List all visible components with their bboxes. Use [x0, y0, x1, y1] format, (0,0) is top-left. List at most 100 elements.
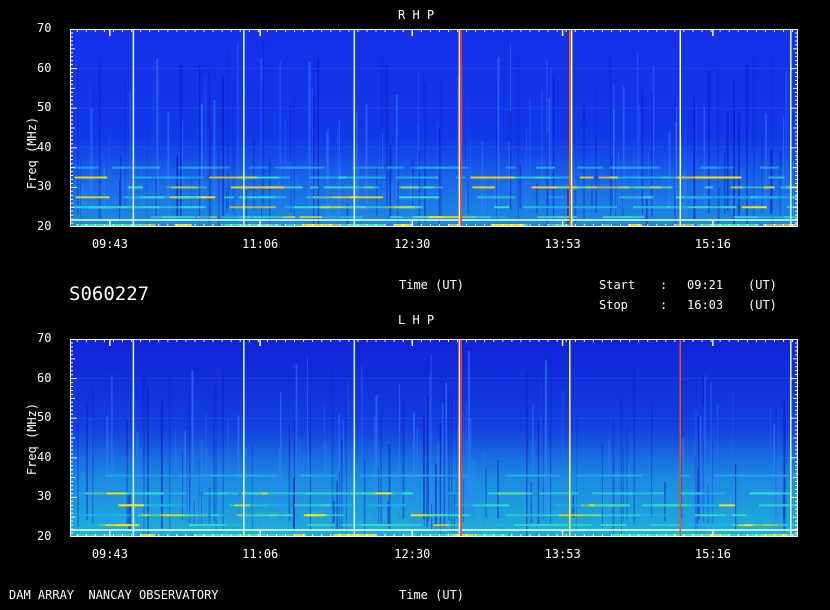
- texture-streak: [467, 180, 469, 215]
- texture-streak: [565, 183, 567, 213]
- texture-streak: [455, 390, 457, 519]
- texture-streak: [524, 155, 526, 213]
- start-colon: :: [660, 278, 668, 292]
- texture-streak: [622, 86, 625, 210]
- texture-streak: [469, 139, 471, 212]
- emission-band: [137, 176, 185, 179]
- texture-streak: [437, 443, 439, 526]
- texture-streak: [128, 492, 130, 531]
- y-tick-label: 30: [37, 489, 52, 504]
- emission-band: [505, 166, 516, 169]
- texture-streak: [103, 162, 105, 223]
- baseline-emission: [70, 219, 798, 221]
- texture-streak: [591, 183, 593, 209]
- texture-streak: [284, 119, 286, 227]
- emission-band: [786, 206, 798, 209]
- texture-streak: [136, 431, 139, 532]
- texture-streak: [269, 157, 271, 224]
- x-tick-label: 15:16: [694, 547, 731, 561]
- emission-band: [84, 492, 130, 495]
- texture-streak: [338, 119, 340, 215]
- texture-streak: [626, 427, 628, 521]
- texture-streak: [104, 167, 105, 212]
- emission-band: [294, 206, 331, 209]
- texture-streak: [411, 159, 414, 208]
- texture-streak: [82, 184, 84, 216]
- texture-streak: [227, 51, 229, 208]
- emission-band: [333, 504, 353, 507]
- emission-band: [679, 492, 703, 495]
- texture-streak: [755, 188, 757, 219]
- texture-streak: [546, 133, 549, 226]
- emission-band: [618, 186, 645, 189]
- emission-band: [338, 224, 358, 226]
- texture-streak: [619, 488, 621, 518]
- x-tick-label: 15:16: [694, 237, 731, 251]
- emission-band: [390, 216, 402, 219]
- texture-streak: [683, 170, 686, 219]
- emission-band: [77, 534, 99, 536]
- x-tick-label: 12:30: [394, 237, 431, 251]
- texture-streak: [410, 174, 412, 216]
- texture-streak: [717, 67, 719, 226]
- emission-band: [210, 514, 220, 517]
- emission-band: [537, 216, 577, 219]
- emission-band: [199, 216, 211, 219]
- texture-streak: [413, 179, 415, 226]
- texture-streak: [484, 198, 486, 227]
- emission-band: [547, 224, 572, 226]
- texture-streak: [440, 82, 442, 217]
- observation-id: S060227: [69, 283, 150, 305]
- texture-streak: [651, 91, 653, 217]
- emission-band: [392, 504, 404, 507]
- emission-band: [660, 504, 688, 507]
- texture-streak: [379, 137, 380, 227]
- emission-band: [491, 224, 525, 226]
- texture-streak: [674, 121, 677, 226]
- texture-streak: [381, 50, 383, 210]
- emission-band: [203, 492, 227, 495]
- texture-streak: [536, 183, 538, 214]
- texture-streak: [674, 95, 676, 216]
- emission-band: [597, 514, 641, 517]
- emission-band: [617, 176, 662, 179]
- emission-band: [338, 176, 355, 179]
- texture-streak: [482, 451, 485, 533]
- emission-band: [649, 186, 661, 189]
- texture-streak: [342, 419, 344, 527]
- texture-streak: [472, 460, 475, 521]
- texture-streak: [106, 415, 109, 530]
- texture-streak: [180, 63, 182, 217]
- texture-streak: [179, 471, 182, 519]
- emission-band: [238, 176, 280, 179]
- texture-streak: [181, 120, 183, 226]
- emission-band: [649, 524, 682, 527]
- emission-band: [301, 474, 312, 477]
- emission-band: [710, 524, 726, 527]
- texture-streak: [346, 203, 349, 226]
- emission-band: [211, 524, 251, 527]
- emission-band: [752, 196, 771, 199]
- emission-band: [84, 524, 106, 527]
- emission-band: [603, 216, 644, 219]
- emission-band: [361, 492, 394, 495]
- emission-band: [745, 524, 760, 527]
- texture-streak: [338, 186, 341, 217]
- emission-band: [667, 206, 688, 209]
- texture-streak: [427, 198, 428, 219]
- texture-streak: [648, 153, 650, 208]
- texture-streak: [77, 389, 79, 528]
- emission-band: [282, 216, 296, 219]
- texture-streak: [199, 66, 201, 221]
- texture-streak: [378, 468, 379, 523]
- emission-band: [244, 474, 278, 477]
- emission-band: [556, 186, 568, 189]
- emission-band: [539, 492, 579, 495]
- emission-band: [366, 504, 381, 507]
- emission-band: [189, 524, 205, 527]
- texture-streak: [601, 443, 603, 528]
- texture-streak: [713, 424, 715, 520]
- x-tick-label: 11:06: [242, 237, 279, 251]
- emission-band: [426, 514, 469, 517]
- texture-streak: [718, 187, 720, 223]
